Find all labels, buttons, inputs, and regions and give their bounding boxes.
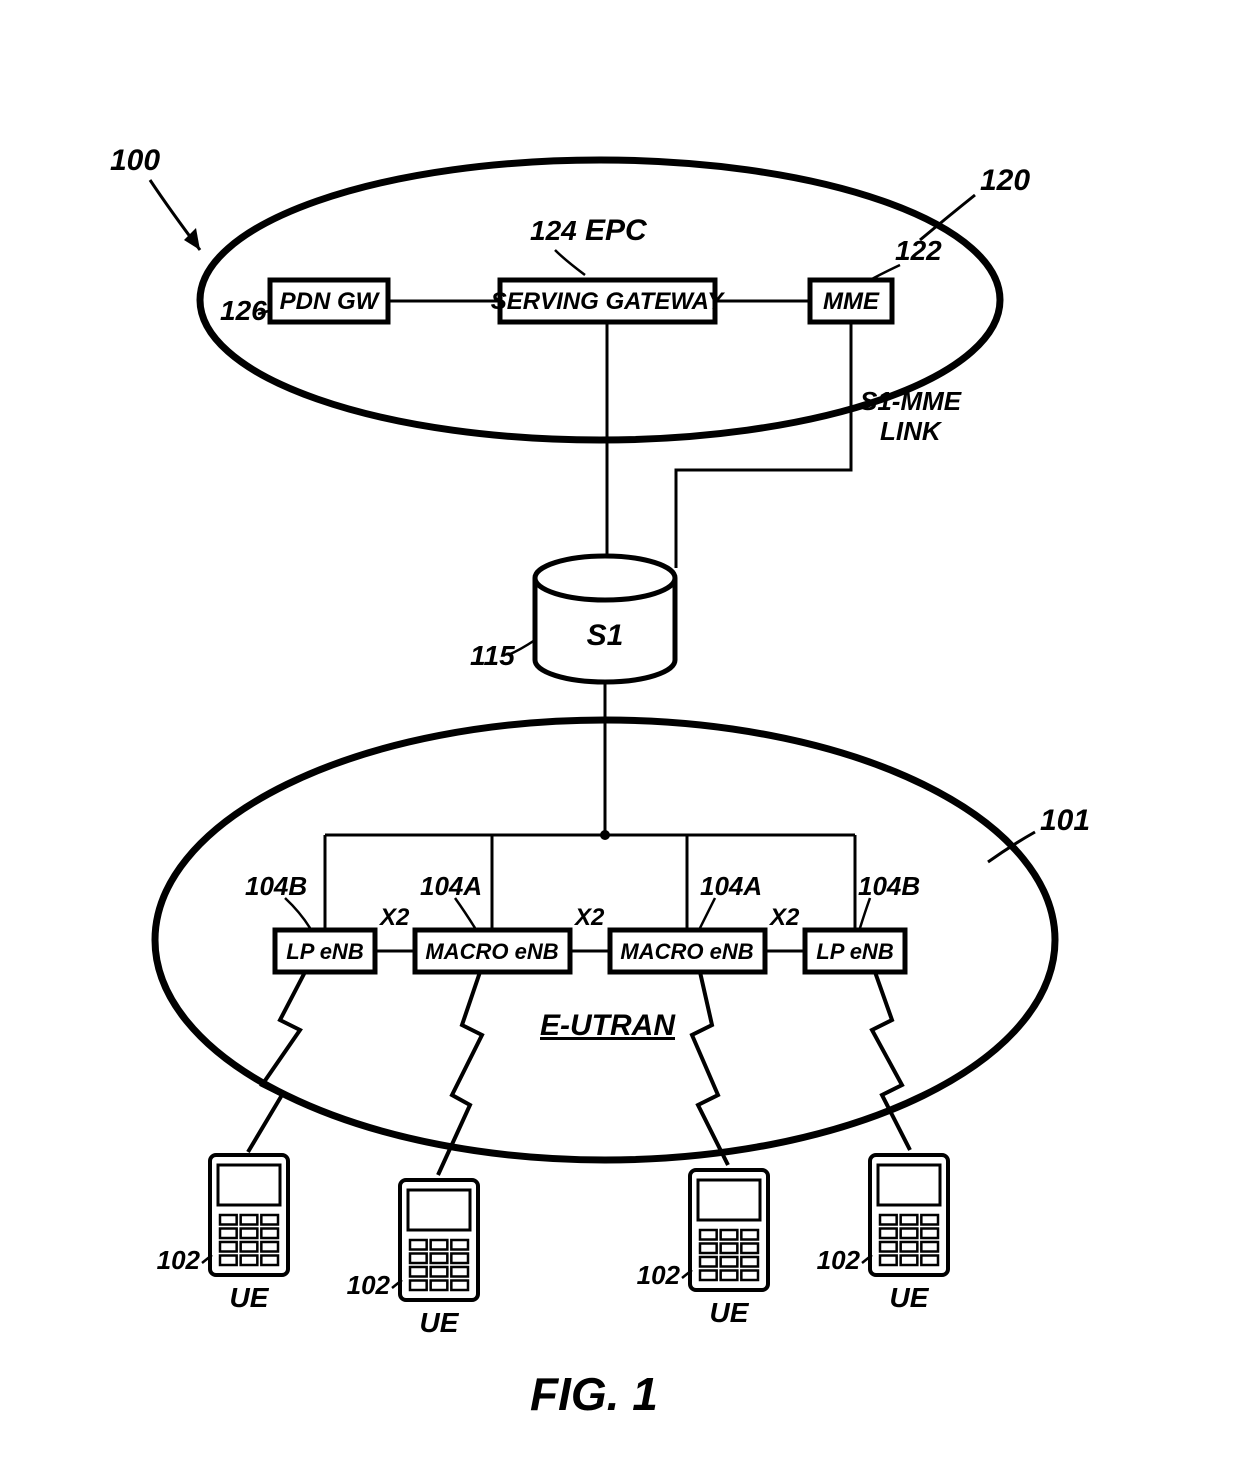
- serving-gateway-ref: 124: [530, 215, 577, 246]
- x2-label-2: X2: [573, 904, 605, 931]
- lp-enb-2-label: LP eNB: [816, 939, 894, 964]
- s1-mme-label-1: S1-MME: [860, 386, 962, 416]
- lp-enb-1-label: LP eNB: [286, 939, 364, 964]
- ue-label: UE: [420, 1307, 460, 1338]
- pdn-gw-ref: 126: [220, 295, 267, 326]
- ue-device: UE 102: [157, 1155, 288, 1313]
- link-mme-s1: [676, 322, 851, 568]
- diagram-canvas: 100 120 EPC 124 PDN GW 126 SERVING GATEW…: [0, 0, 1240, 1463]
- lp-enb-1: LP eNB: [275, 930, 375, 972]
- s1-mme-label-2: LINK: [880, 416, 943, 446]
- ue-device: UE 102: [637, 1170, 768, 1328]
- macro-enb-1: MACRO eNB: [415, 930, 570, 972]
- lp1-ref: 104B: [245, 871, 307, 901]
- s1-label: S1: [587, 619, 624, 652]
- eutran-label: E-UTRAN: [540, 1009, 676, 1042]
- lp2-ref: 104B: [858, 871, 920, 901]
- figure-caption: FIG. 1: [530, 1368, 658, 1420]
- x2-label-3: X2: [768, 904, 800, 931]
- macro-enb-2: MACRO eNB: [610, 930, 765, 972]
- s1-cylinder: S1: [535, 556, 675, 682]
- mme-ref: 122: [895, 235, 942, 266]
- ue-ref: 102: [347, 1270, 391, 1300]
- ue-ref: 102: [157, 1245, 201, 1275]
- eutran-group: 101 LP eNB MACRO eNB MACRO eNB LP eNB X2: [155, 720, 1090, 1160]
- ue-devices: UE 102 UE 102 UE 102 UE 102: [157, 1155, 948, 1338]
- serving-gateway-node: SERVING GATEWAY: [491, 280, 725, 322]
- epc-ref: 120: [980, 164, 1030, 197]
- x2-label-1: X2: [378, 904, 410, 931]
- ue-label: UE: [230, 1282, 270, 1313]
- macro2-ref: 104A: [700, 871, 762, 901]
- ue-label: UE: [890, 1282, 930, 1313]
- ue-ref: 102: [637, 1260, 681, 1290]
- wireless-links: [248, 972, 910, 1175]
- mme-node: MME: [810, 280, 892, 322]
- macro1-ref: 104A: [420, 871, 482, 901]
- lp-enb-2: LP eNB: [805, 930, 905, 972]
- ue-device: UE 102: [347, 1180, 478, 1338]
- ue-label: UE: [710, 1297, 750, 1328]
- macro-enb-2-label: MACRO eNB: [620, 939, 753, 964]
- pdn-gw-label: PDN GW: [280, 288, 381, 315]
- overall-ref-label: 100: [110, 144, 160, 177]
- pdn-gw-node: PDN GW: [270, 280, 388, 322]
- mme-label: MME: [823, 288, 880, 315]
- eutran-ref: 101: [1040, 804, 1090, 837]
- epc-group-label: EPC: [585, 214, 648, 247]
- ue-device: UE 102: [817, 1155, 948, 1313]
- serving-gateway-label: SERVING GATEWAY: [491, 288, 725, 315]
- overall-ref: 100: [110, 144, 200, 250]
- ue-ref: 102: [817, 1245, 861, 1275]
- macro-enb-1-label: MACRO eNB: [425, 939, 558, 964]
